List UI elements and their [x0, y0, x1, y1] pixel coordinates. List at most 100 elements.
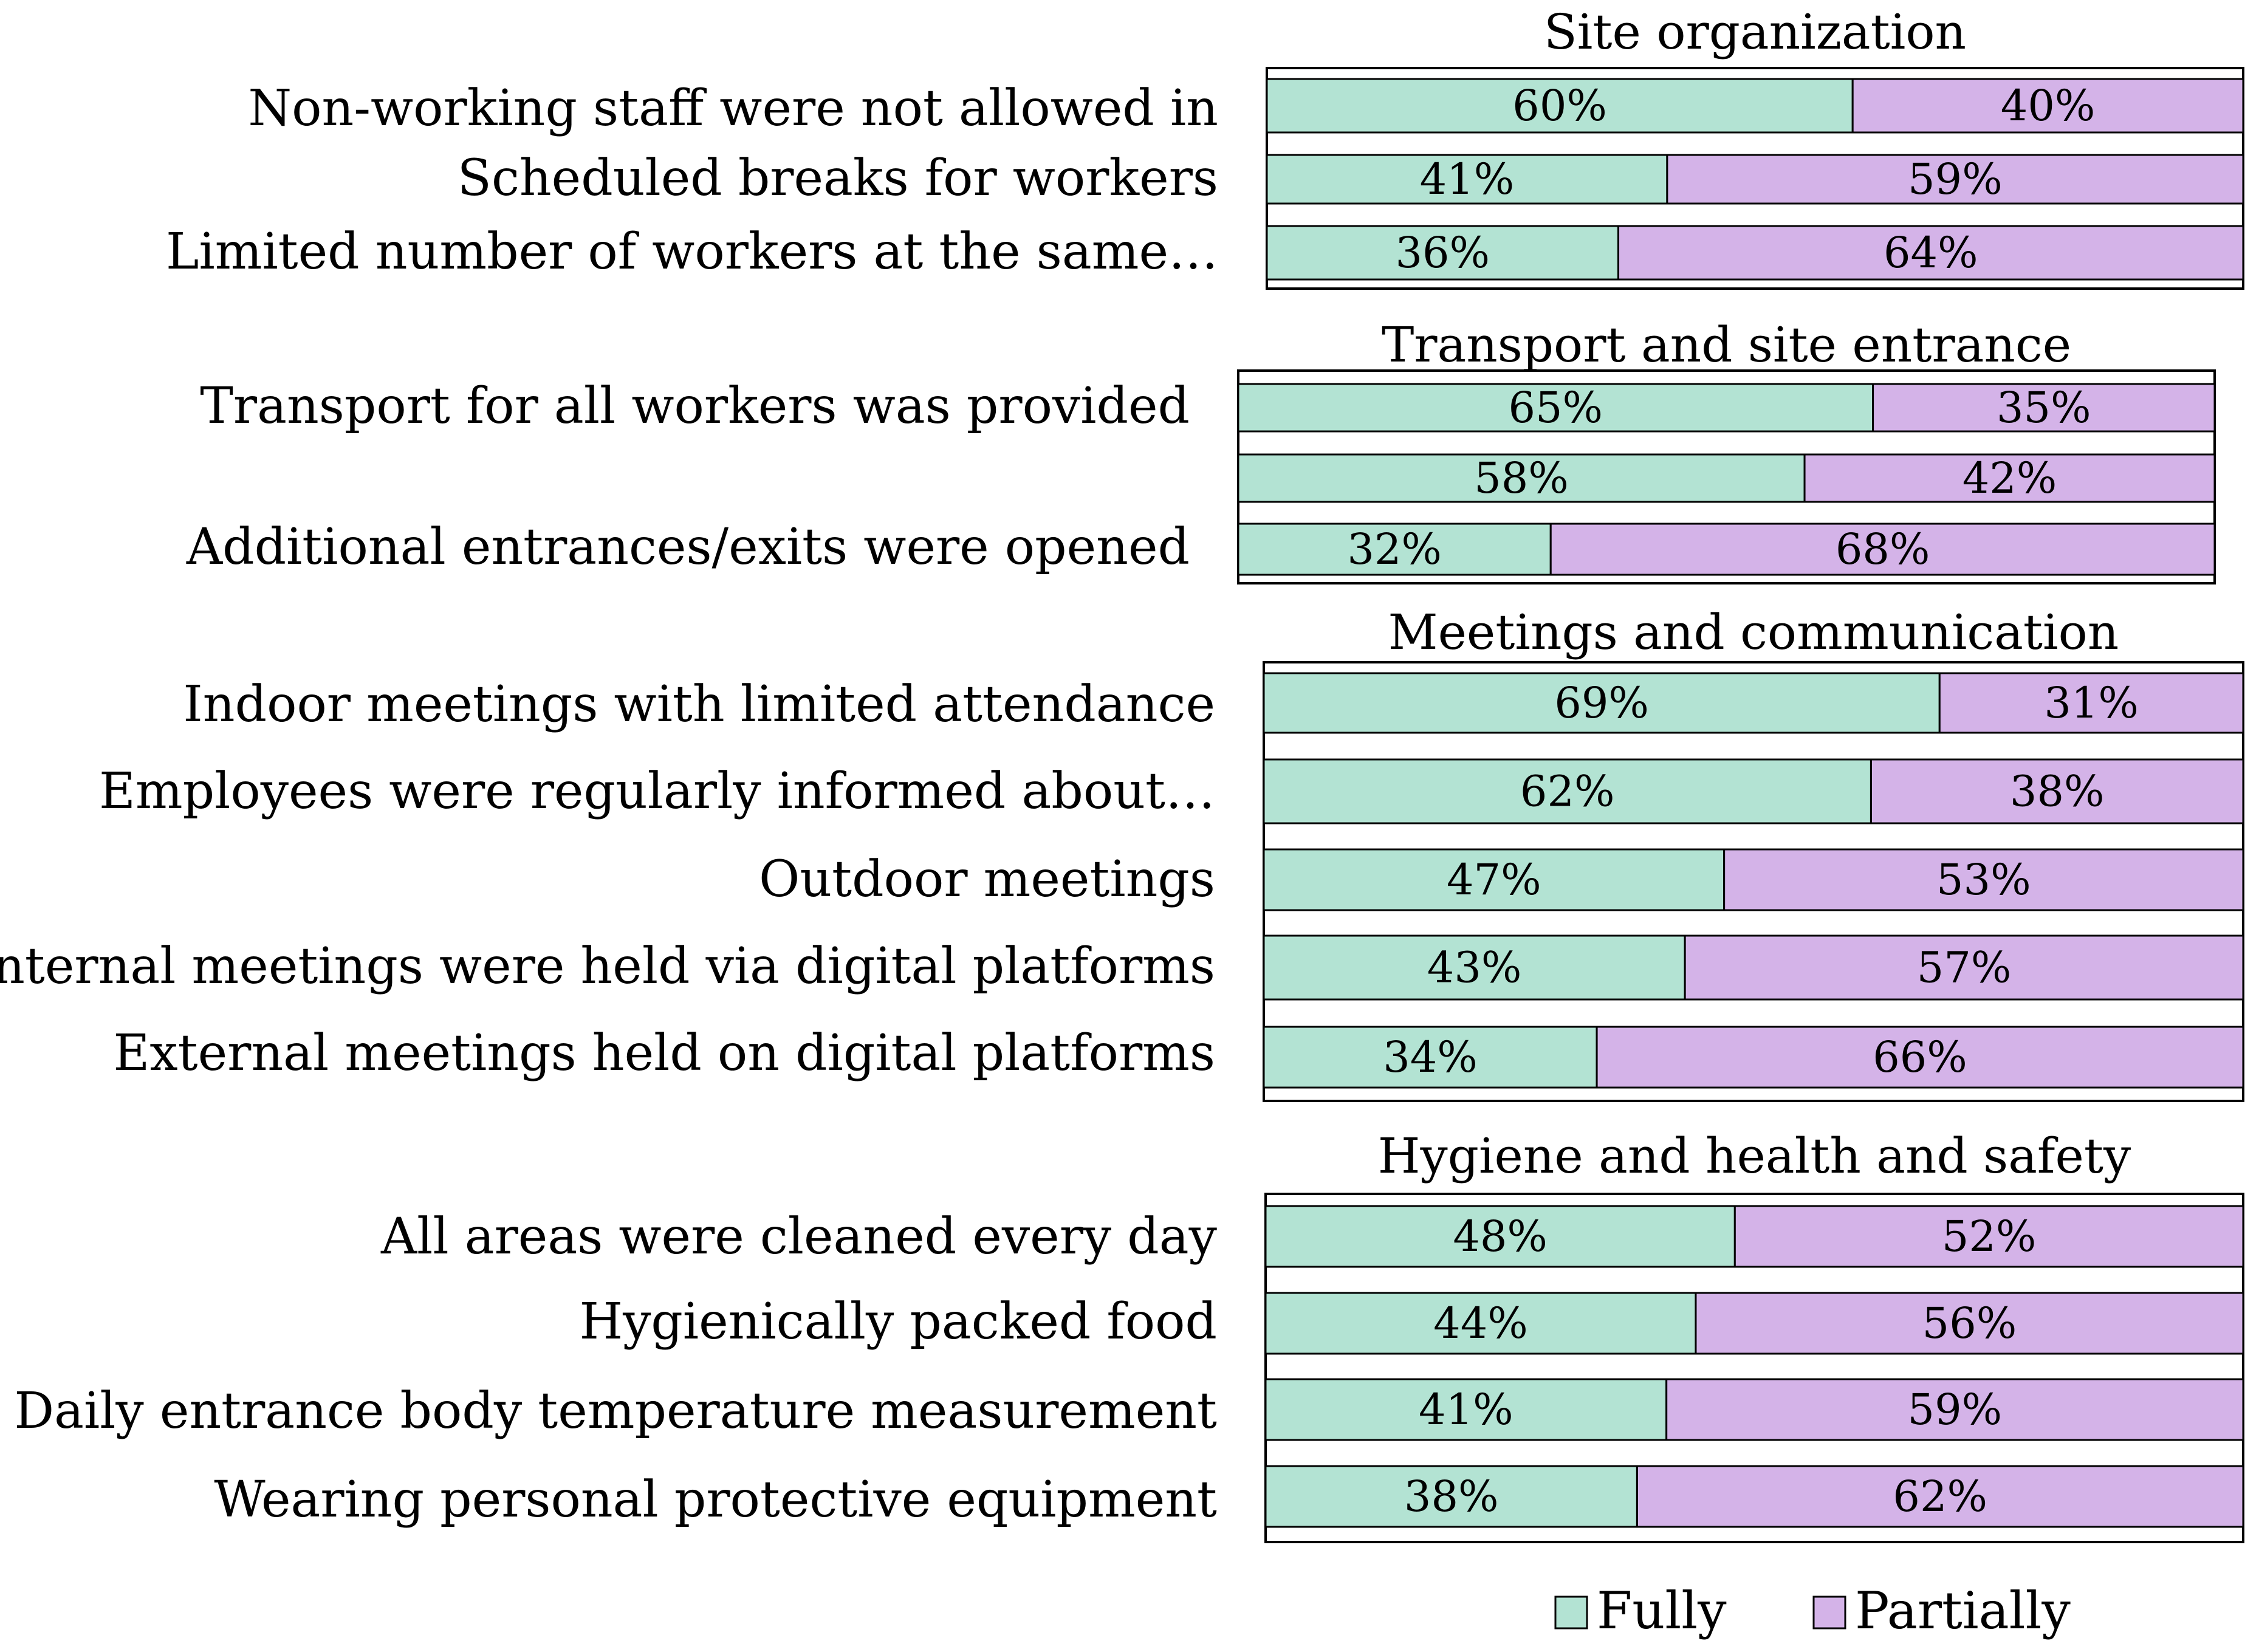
- panel-frame: [1264, 1193, 2244, 1543]
- value-label-partially: 57%: [1917, 943, 2012, 993]
- value-label-partially: 66%: [1873, 1032, 1967, 1082]
- value-label-partially: 59%: [1908, 1385, 2003, 1434]
- value-label-partially: 42%: [1962, 453, 2057, 503]
- bar-fully: [1264, 1205, 1736, 1268]
- category-label: Hygienically packed food: [580, 1293, 1217, 1351]
- value-label-fully: 58%: [1474, 453, 1569, 503]
- category-label: Non-working staff were not allowed in: [248, 80, 1218, 137]
- bar-partially: [1695, 1292, 2244, 1355]
- value-label-fully: 41%: [1419, 1385, 1513, 1434]
- bar-row: 32% 68% Additional entrances/exits were op…: [186, 518, 2216, 576]
- category-label: Indoor meetings with limited attendance: [183, 676, 1215, 733]
- bar-partially: [1851, 78, 2244, 134]
- bar-row: 44% 56% Hygienically packed food: [580, 1292, 2244, 1355]
- bar-fully: [1237, 383, 1874, 433]
- panel-title: Hygiene and health and safety: [1378, 1128, 2131, 1184]
- panel-1: Site organization 60% 40% Non-working staff…: [166, 4, 2244, 290]
- bar-partially: [1549, 523, 2216, 576]
- value-label-fully: 48%: [1453, 1212, 1548, 1261]
- bar-partially: [1872, 383, 2216, 433]
- value-label-fully: 34%: [1383, 1032, 1478, 1082]
- value-label-fully: 69%: [1554, 678, 1649, 728]
- bar-row: 48% 52% All areas were cleaned every day: [380, 1205, 2244, 1268]
- bar-row: 47% 53% Outdoor meetings: [759, 848, 2244, 911]
- bar-row: 38% 62% Wearing personal protective equipm…: [214, 1465, 2244, 1529]
- category-label: Additional entrances/exits were opened: [186, 518, 1190, 576]
- value-label-partially: 52%: [1942, 1212, 2037, 1261]
- legend-swatch-partially: [1812, 1595, 1846, 1630]
- category-label: Internal meetings were held via digital …: [0, 937, 1215, 995]
- bar-fully: [1263, 672, 1941, 734]
- legend-label-fully: Fully: [1597, 1581, 1727, 1640]
- bar-partially: [1636, 1465, 2244, 1528]
- category-label: Transport for all workers was provided: [200, 377, 1190, 435]
- panel-title: Transport and site entrance: [1382, 317, 2071, 373]
- bar-fully: [1263, 1026, 1598, 1089]
- bar-partially: [1665, 1378, 2244, 1441]
- panel-2: Transport and site entrance 65% 35% Transpo…: [186, 317, 2216, 584]
- bar-fully: [1264, 1465, 1638, 1528]
- category-label: All areas were cleaned every day: [380, 1208, 1218, 1266]
- bar-partially: [1596, 1026, 2244, 1089]
- value-label-fully: 60%: [1512, 81, 1607, 131]
- legend-item-partially: Partially: [1812, 1581, 2071, 1640]
- value-label-partially: 40%: [2001, 81, 2096, 131]
- bar-row: 65% 35% Transport for all workers was prov…: [200, 377, 2216, 435]
- bar-partially: [1870, 758, 2244, 824]
- value-label-fully: 41%: [1420, 154, 1515, 204]
- bar-row: 36% 64% Limited number of workers at the s…: [166, 223, 2244, 281]
- bar-row: 58% 42%: [1237, 453, 2216, 503]
- category-label: Scheduled breaks for workers: [458, 149, 1218, 207]
- value-label-fully: 65%: [1508, 383, 1603, 433]
- bar-partially: [1733, 1205, 2244, 1268]
- legend: Fully Partially: [1554, 1581, 2071, 1640]
- bar-partially: [1803, 453, 2216, 503]
- panel-4: Hygiene and health and safety 48% 52% All a…: [14, 1128, 2244, 1543]
- value-label-fully: 44%: [1433, 1298, 1528, 1348]
- bar-row: 62% 38% Employees were regularly informed …: [99, 758, 2244, 824]
- value-label-partially: 53%: [1936, 855, 2031, 905]
- bar-row: 69% 31% Indoor meetings with limited atten…: [183, 672, 2244, 734]
- bar-fully: [1264, 1292, 1697, 1355]
- bar-row: 34% 66% External meetings held on digital …: [114, 1024, 2244, 1089]
- value-label-partially: 56%: [1922, 1298, 2017, 1348]
- value-label-fully: 36%: [1395, 228, 1490, 278]
- bar-partially: [1723, 848, 2244, 911]
- bar-partially: [1617, 225, 2244, 281]
- bar-fully: [1264, 1378, 1668, 1441]
- bar-partially: [1684, 934, 2244, 1001]
- category-label: Limited number of workers at the same…: [166, 223, 1218, 281]
- value-label-fully: 32%: [1347, 524, 1442, 574]
- bar-partially: [1666, 154, 2244, 205]
- bar-row: 41% 59% Scheduled breaks for workers: [458, 149, 2244, 207]
- category-label: Daily entrance body temperature measurem…: [14, 1382, 1217, 1440]
- value-label-fully: 43%: [1427, 943, 1522, 993]
- bar-partially: [1938, 672, 2244, 734]
- legend-swatch-fully: [1554, 1595, 1588, 1630]
- value-label-partially: 31%: [2044, 678, 2139, 728]
- legend-item-fully: Fully: [1554, 1581, 1727, 1640]
- category-label: Employees were regularly informed about…: [99, 763, 1215, 820]
- value-label-fully: 62%: [1520, 767, 1615, 817]
- bar-fully: [1266, 78, 1854, 134]
- category-label: Outdoor meetings: [759, 851, 1215, 908]
- value-label-partially: 35%: [1997, 383, 2091, 433]
- bar-row: 43% 57% Internal meetings were held via di…: [0, 934, 2244, 1001]
- bar-fully: [1263, 934, 1686, 1001]
- bar-fully: [1266, 225, 1620, 281]
- value-label-fully: 38%: [1404, 1472, 1499, 1521]
- panel-title: Site organization: [1544, 4, 1966, 60]
- panel-3: Meetings and communication 69% 31% Indoor m…: [0, 604, 2244, 1102]
- value-label-partially: 38%: [2010, 767, 2105, 817]
- panel-title: Meetings and communication: [1388, 604, 2119, 660]
- value-label-partially: 62%: [1893, 1472, 1987, 1521]
- value-label-partially: 68%: [1836, 524, 1930, 574]
- category-label: Wearing personal protective equipment: [214, 1471, 1217, 1529]
- value-label-partially: 59%: [1908, 154, 2003, 204]
- bar-row: 60% 40% Non-working staff were not allowed…: [248, 78, 2244, 137]
- bar-row: 41% 59% Daily entrance body temperature me…: [14, 1378, 2244, 1441]
- category-label: External meetings held on digital platfo…: [114, 1024, 1215, 1082]
- value-label-fully: 47%: [1447, 855, 1541, 905]
- value-label-partially: 64%: [1884, 228, 1978, 278]
